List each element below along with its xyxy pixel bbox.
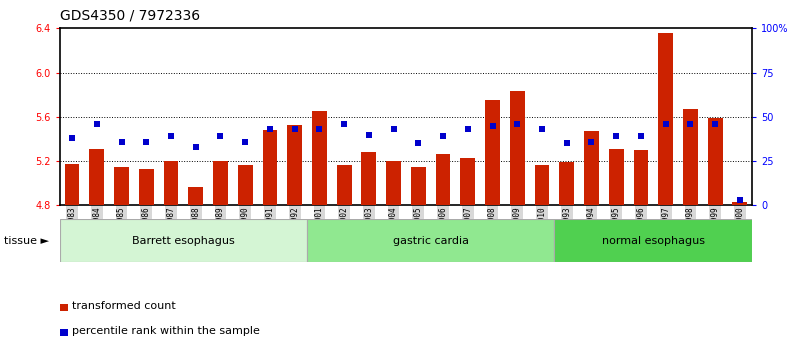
Bar — [60, 219, 307, 262]
Text: tissue ►: tissue ► — [4, 236, 49, 246]
Bar — [683, 109, 698, 205]
Text: transformed count: transformed count — [72, 301, 176, 311]
Bar — [287, 125, 302, 205]
Text: gastric cardia: gastric cardia — [392, 236, 469, 246]
Bar — [554, 219, 752, 262]
Bar — [307, 219, 554, 262]
Bar — [485, 100, 500, 205]
Bar — [535, 165, 549, 205]
Bar — [64, 164, 80, 205]
Bar — [60, 329, 68, 336]
Bar — [658, 33, 673, 205]
Bar — [213, 161, 228, 205]
Text: Barrett esophagus: Barrett esophagus — [132, 236, 235, 246]
Bar — [263, 130, 277, 205]
Bar — [634, 150, 648, 205]
Text: GDS4350 / 7972336: GDS4350 / 7972336 — [60, 9, 200, 23]
Bar — [189, 187, 203, 205]
Bar — [411, 167, 426, 205]
Bar — [609, 149, 623, 205]
Bar — [60, 304, 68, 311]
Bar — [139, 169, 154, 205]
Bar — [386, 161, 401, 205]
Bar — [584, 131, 599, 205]
Bar — [163, 161, 178, 205]
Bar — [337, 165, 352, 205]
Text: normal esophagus: normal esophagus — [602, 236, 704, 246]
Bar — [732, 202, 747, 205]
Bar — [560, 162, 574, 205]
Bar — [361, 152, 377, 205]
Text: percentile rank within the sample: percentile rank within the sample — [72, 326, 259, 336]
Bar — [708, 118, 723, 205]
Bar — [89, 149, 104, 205]
Bar — [460, 158, 475, 205]
Bar — [114, 167, 129, 205]
Bar — [435, 154, 451, 205]
Bar — [238, 165, 252, 205]
Bar — [509, 91, 525, 205]
Bar — [312, 111, 327, 205]
